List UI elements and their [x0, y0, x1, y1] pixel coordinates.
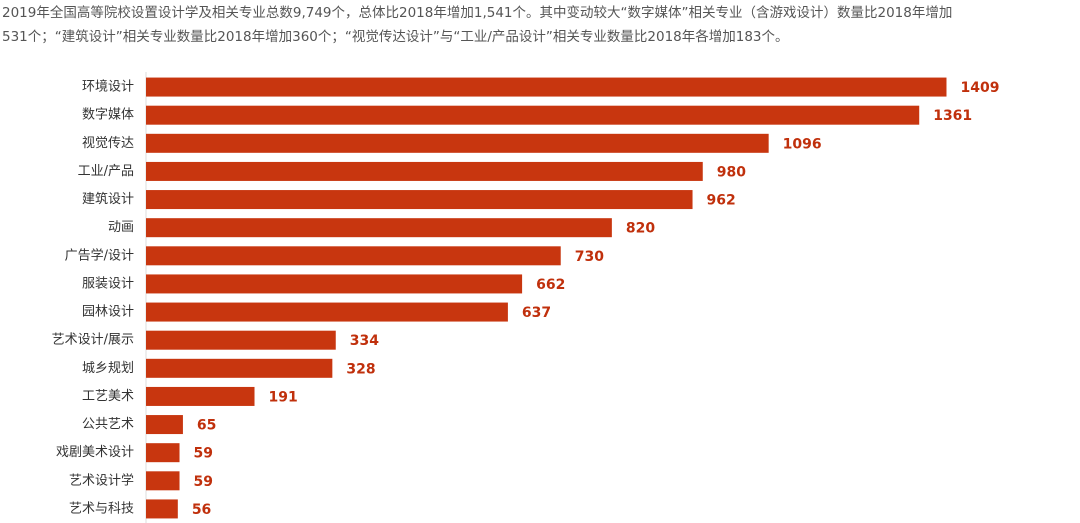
category-label: 广告学/设计: [65, 247, 134, 263]
bar: [146, 77, 947, 97]
value-label: 980: [717, 164, 746, 180]
value-label: 1096: [783, 136, 822, 152]
value-label: 59: [194, 474, 213, 490]
category-label: 艺术设计学: [69, 472, 134, 488]
value-label: 820: [626, 221, 655, 237]
value-label: 334: [350, 333, 379, 349]
bar: [146, 471, 180, 491]
bar: [146, 499, 178, 519]
bar: [146, 443, 180, 463]
value-label: 328: [346, 361, 375, 377]
bar: [146, 218, 612, 238]
category-label: 建筑设计: [82, 191, 134, 207]
value-label: 59: [194, 446, 213, 462]
category-label: 环境设计: [82, 80, 134, 95]
bar: [146, 358, 333, 378]
value-label: 730: [575, 249, 604, 265]
value-label: 662: [536, 277, 565, 293]
category-label: 戏剧美术设计: [56, 445, 134, 460]
category-label: 城乡规划: [82, 361, 134, 376]
bar: [146, 330, 336, 350]
bar: [146, 161, 703, 181]
bar: [146, 133, 769, 153]
bar: [146, 246, 561, 266]
category-label: 工艺美术: [82, 389, 134, 404]
bar: [146, 105, 920, 125]
category-label: 艺术设计/展示: [52, 333, 134, 348]
bar: [146, 190, 693, 210]
value-label: 1409: [960, 80, 999, 96]
bar: [146, 415, 183, 435]
category-label: 园林设计: [82, 305, 134, 320]
value-label: 637: [522, 305, 551, 321]
description-line: 2019年全国高等院校设置设计学及相关专业总数9,749个，总体比2018年增加…: [2, 4, 952, 21]
value-label: 56: [192, 502, 211, 518]
value-label: 65: [197, 418, 216, 434]
bar: [146, 274, 523, 294]
category-label: 数字媒体: [82, 108, 134, 123]
bar: [146, 302, 508, 322]
value-label: 962: [707, 193, 736, 209]
category-label: 视觉传达: [82, 136, 134, 151]
value-label: 191: [269, 389, 298, 405]
category-label: 公共艺术: [82, 417, 134, 432]
description-line: 531个；“建筑设计”相关专业数量比2018年增加360个；“视觉传达设计”与“…: [2, 29, 789, 45]
category-label: 工业/产品: [78, 164, 134, 179]
category-label: 动画: [108, 220, 134, 235]
value-label: 1361: [933, 108, 972, 124]
category-label: 服装设计: [82, 276, 134, 291]
category-label: 艺术与科技: [69, 501, 134, 516]
bar: [146, 386, 255, 406]
